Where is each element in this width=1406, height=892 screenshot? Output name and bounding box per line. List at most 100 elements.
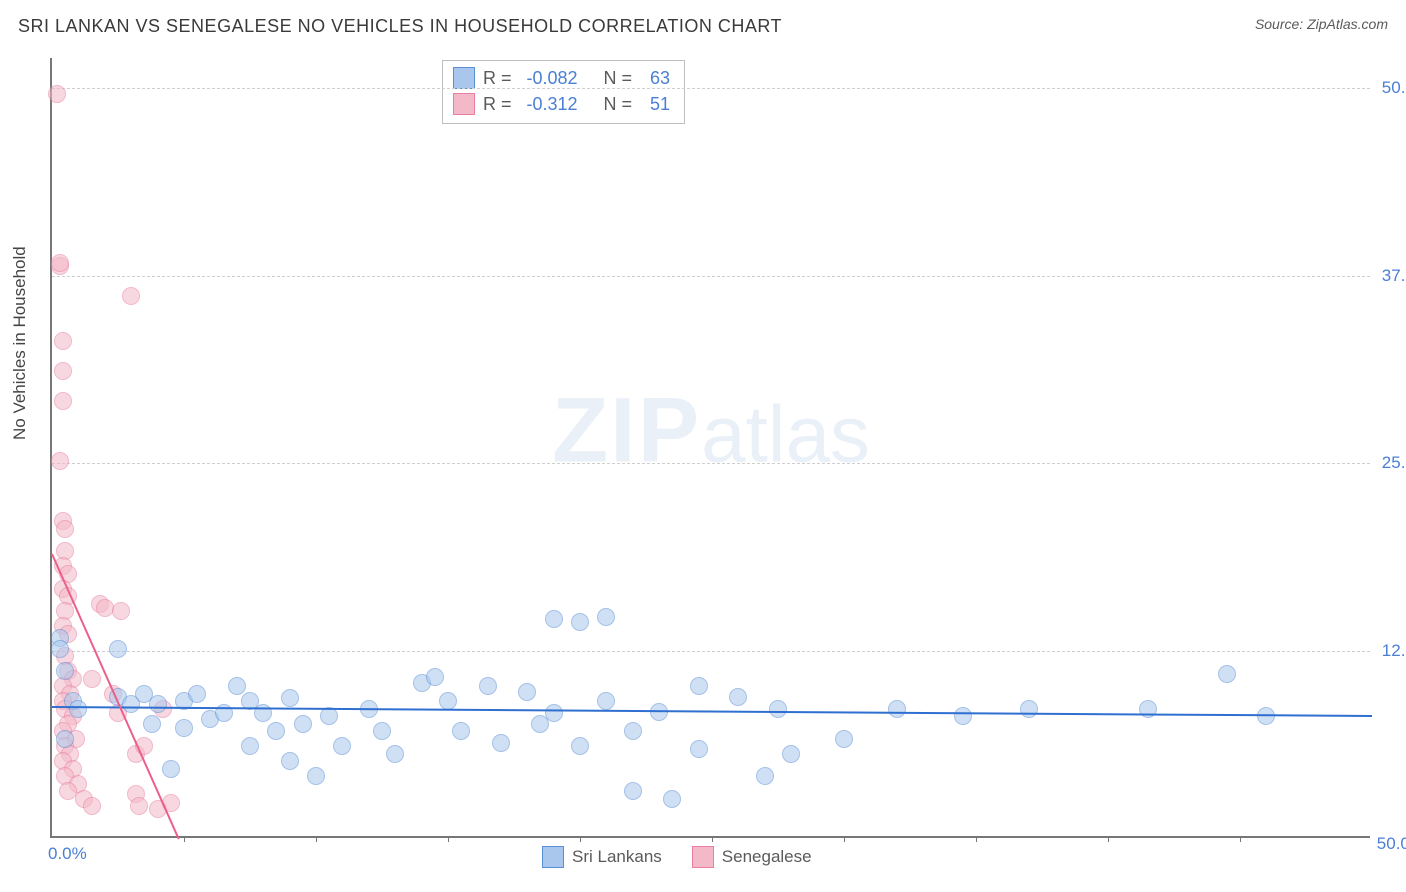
- data-point: [386, 745, 404, 763]
- data-point: [888, 700, 906, 718]
- data-point: [571, 737, 589, 755]
- data-point: [175, 719, 193, 737]
- data-point: [149, 695, 167, 713]
- data-point: [1218, 665, 1236, 683]
- watermark-zip: ZIP: [552, 380, 701, 482]
- data-point: [56, 520, 74, 538]
- data-point: [597, 692, 615, 710]
- swatch-srilankans: [453, 67, 475, 89]
- watermark-atlas: atlas: [701, 390, 870, 479]
- data-point: [756, 767, 774, 785]
- data-point: [109, 640, 127, 658]
- xtick-mark: [844, 836, 845, 842]
- ytick-label: 37.5%: [1375, 266, 1406, 286]
- legend-label-senegalese: Senegalese: [722, 847, 812, 867]
- data-point: [954, 707, 972, 725]
- xtick-mark: [1240, 836, 1241, 842]
- data-point: [729, 688, 747, 706]
- swatch-senegalese-icon: [692, 846, 714, 868]
- data-point: [597, 608, 615, 626]
- r-label: R =: [483, 91, 512, 117]
- n-value-senegalese: 51: [640, 91, 670, 117]
- scatter-plot-area: ZIPatlas R = -0.082 N = 63 R = -0.312 N …: [50, 58, 1370, 838]
- swatch-srilankans-icon: [542, 846, 564, 868]
- data-point: [1020, 700, 1038, 718]
- n-label: N =: [604, 91, 633, 117]
- data-point: [56, 662, 74, 680]
- data-point: [54, 332, 72, 350]
- gridline-h: [52, 463, 1370, 464]
- source-attribution: Source: ZipAtlas.com: [1255, 16, 1388, 32]
- swatch-senegalese: [453, 93, 475, 115]
- data-point: [373, 722, 391, 740]
- data-point: [51, 452, 69, 470]
- correlation-legend: R = -0.082 N = 63 R = -0.312 N = 51: [442, 60, 685, 124]
- data-point: [56, 730, 74, 748]
- data-point: [307, 767, 325, 785]
- data-point: [54, 392, 72, 410]
- watermark: ZIPatlas: [552, 379, 870, 484]
- gridline-h: [52, 651, 1370, 652]
- data-point: [54, 362, 72, 380]
- data-point: [782, 745, 800, 763]
- chart-title: SRI LANKAN VS SENEGALESE NO VEHICLES IN …: [18, 16, 782, 37]
- data-point: [188, 685, 206, 703]
- xtick-mark: [712, 836, 713, 842]
- data-point: [143, 715, 161, 733]
- data-point: [122, 287, 140, 305]
- data-point: [83, 797, 101, 815]
- xtick-label-max: 50.0%: [1370, 834, 1406, 854]
- data-point: [51, 254, 69, 272]
- data-point: [835, 730, 853, 748]
- gridline-h: [52, 88, 1370, 89]
- data-point: [51, 640, 69, 658]
- xtick-mark: [448, 836, 449, 842]
- data-point: [479, 677, 497, 695]
- data-point: [545, 704, 563, 722]
- gridline-h: [52, 276, 1370, 277]
- data-point: [112, 602, 130, 620]
- legend-item-senegalese: Senegalese: [692, 846, 812, 868]
- ytick-label: 50.0%: [1375, 78, 1406, 98]
- data-point: [439, 692, 457, 710]
- data-point: [624, 722, 642, 740]
- xtick-mark: [184, 836, 185, 842]
- source-link[interactable]: ZipAtlas.com: [1307, 16, 1388, 32]
- data-point: [690, 740, 708, 758]
- r-value-senegalese: -0.312: [520, 91, 578, 117]
- ytick-label: 12.5%: [1375, 641, 1406, 661]
- data-point: [518, 683, 536, 701]
- data-point: [69, 700, 87, 718]
- data-point: [281, 752, 299, 770]
- data-point: [267, 722, 285, 740]
- legend-row-senegalese: R = -0.312 N = 51: [453, 91, 670, 117]
- data-point: [452, 722, 470, 740]
- xtick-mark: [976, 836, 977, 842]
- data-point: [333, 737, 351, 755]
- xtick-mark: [580, 836, 581, 842]
- data-point: [241, 737, 259, 755]
- data-point: [492, 734, 510, 752]
- xtick-label-min: 0.0%: [48, 844, 87, 864]
- data-point: [162, 760, 180, 778]
- data-point: [571, 613, 589, 631]
- xtick-mark: [1108, 836, 1109, 842]
- data-point: [228, 677, 246, 695]
- legend-item-srilankans: Sri Lankans: [542, 846, 662, 868]
- data-point: [769, 700, 787, 718]
- data-point: [624, 782, 642, 800]
- data-point: [545, 610, 563, 628]
- data-point: [294, 715, 312, 733]
- data-point: [663, 790, 681, 808]
- trend-line: [52, 706, 1372, 717]
- legend-label-srilankans: Sri Lankans: [572, 847, 662, 867]
- data-point: [48, 85, 66, 103]
- y-axis-label: No Vehicles in Household: [10, 246, 30, 440]
- source-label: Source:: [1255, 16, 1303, 32]
- data-point: [130, 797, 148, 815]
- data-point: [426, 668, 444, 686]
- series-legend: Sri Lankans Senegalese: [542, 846, 812, 868]
- data-point: [83, 670, 101, 688]
- xtick-mark: [316, 836, 317, 842]
- ytick-label: 25.0%: [1375, 453, 1406, 473]
